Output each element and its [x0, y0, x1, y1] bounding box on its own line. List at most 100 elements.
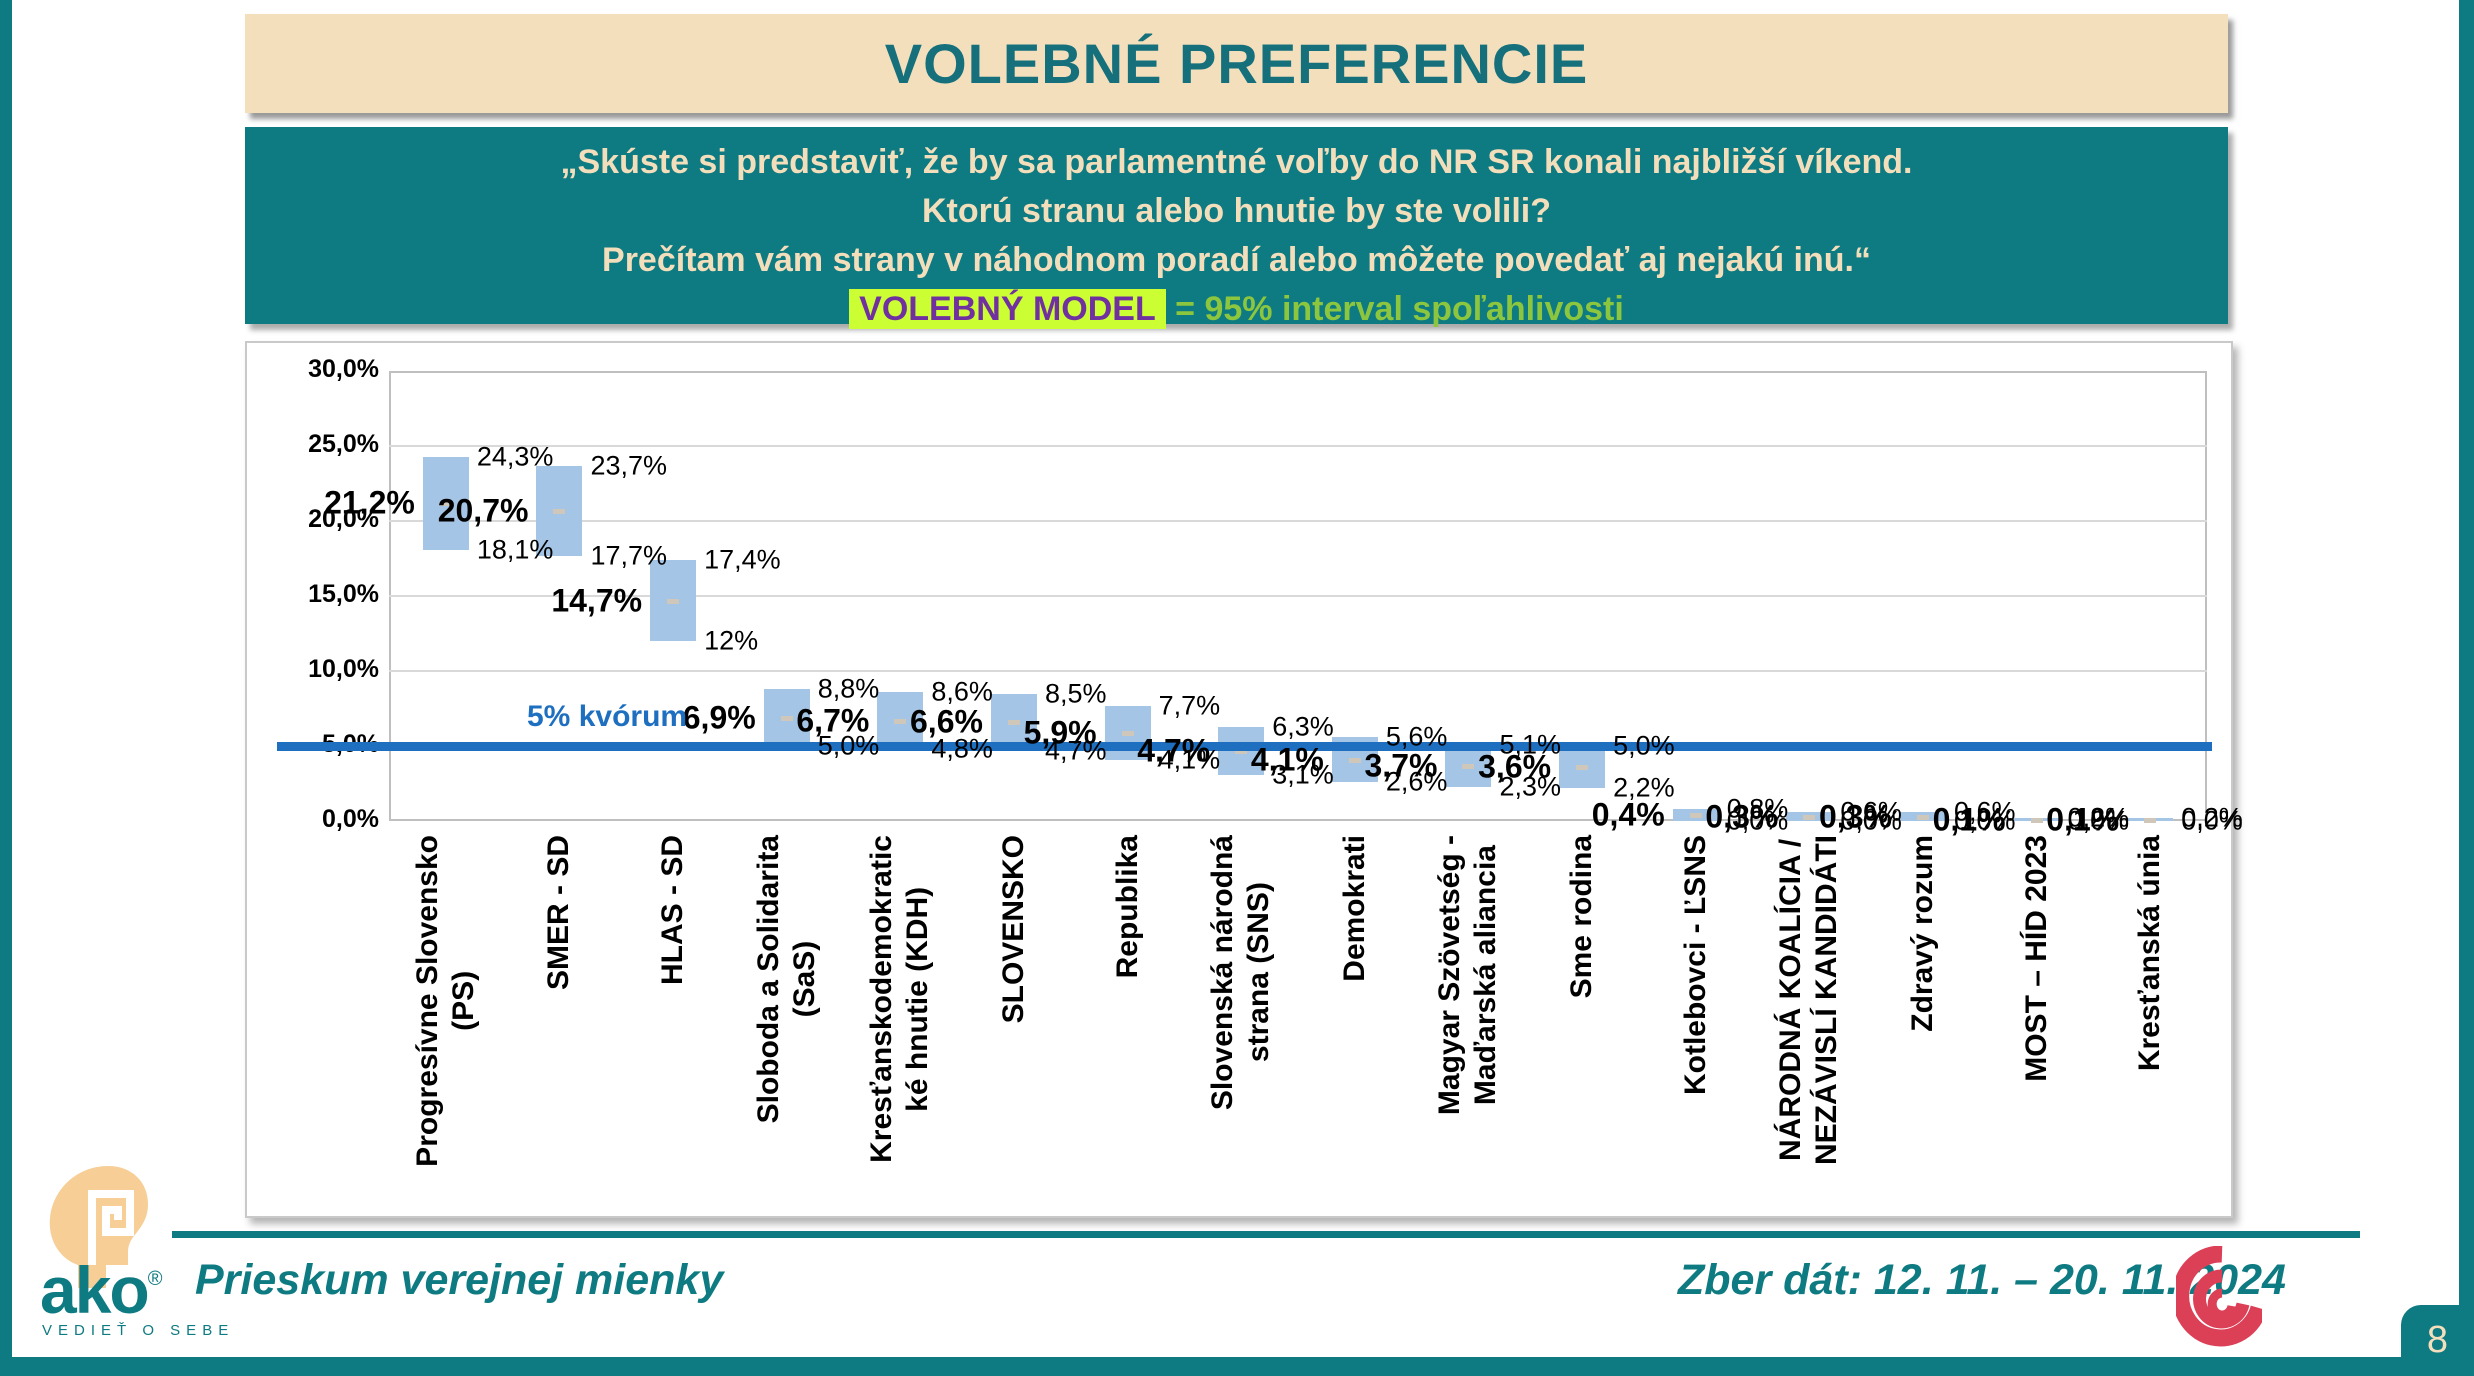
chart-panel: 0,0% 5,0% 10,0% 15,0% 20,0% 25,0% 30,0% 21,2% 24…	[245, 341, 2243, 1218]
value-label-low: 5,0%	[817, 730, 880, 761]
value-label-mid: 3,7%	[1364, 747, 1438, 783]
gridline	[389, 445, 2207, 447]
value-label-low: 0,0%	[2067, 805, 2130, 836]
value-label-high: 8,8%	[817, 673, 880, 704]
x-axis-party-label: Kotlebovci - ĽSNS	[1678, 835, 1712, 1096]
quorum-label: 5% kvórum	[527, 700, 688, 733]
x-axis-party-label: Zdravý rozum	[1905, 835, 1939, 1032]
value-label-high: 0,8%	[1726, 793, 1789, 824]
left-border-stripe	[0, 0, 12, 1376]
x-axis-party-label: Progresívne Slovensko (PS)	[410, 835, 480, 1167]
ci-bar-midpoint-marker	[1235, 748, 1248, 754]
survey-type-label: Prieskum verejnej mienky	[195, 1256, 724, 1304]
ci-bar-midpoint-marker	[894, 718, 907, 724]
question-line-2: Ktorú stranu alebo hnutie by ste volili?	[921, 192, 1552, 230]
value-label-high: 24,3%	[476, 441, 554, 471]
value-label-mid: 6,9%	[682, 699, 756, 735]
value-label-mid: 0,3%	[1705, 798, 1779, 834]
value-label-low: 4,7%	[1044, 735, 1107, 765]
footer-divider	[172, 1231, 2360, 1238]
gridline	[389, 595, 2207, 597]
y-axis-tick-label: 10,0%	[308, 655, 379, 683]
page-number: 8	[2426, 1319, 2449, 1361]
ako-head-logo	[49, 1166, 148, 1288]
value-label-low: 0,0%	[1840, 805, 1902, 836]
x-axis-party-label: Demokrati	[1337, 835, 1371, 982]
right-border-stripe	[2459, 0, 2474, 1376]
spiral-logo-icon	[2176, 1246, 2262, 1347]
value-label-low: 0,0%	[1953, 805, 2016, 836]
value-label-high: 5,6%	[1385, 721, 1448, 752]
ci-bar-midpoint-marker	[1007, 720, 1020, 725]
ci-bar-midpoint-marker	[2144, 817, 2157, 823]
page-title: VOLEBNÉ PREFERENCIE	[884, 32, 1589, 95]
bottom-border-stripe	[0, 1357, 2474, 1376]
x-axis-party-label: HLAS - SD	[656, 835, 690, 985]
value-label-low: 18,1%	[476, 534, 554, 564]
value-label-low: 2,6%	[1385, 766, 1448, 797]
y-axis-tick-label: 25,0%	[308, 430, 379, 458]
value-label-mid: 0,1%	[1932, 801, 2006, 837]
title-bar: VOLEBNÉ PREFERENCIE	[245, 14, 2228, 113]
confidence-interval-note: = 95% interval spoľahlivosti	[1175, 290, 1624, 328]
gridline	[389, 520, 2207, 522]
volebny-model-highlight: VOLEBNÝ MODEL	[849, 289, 1166, 329]
question-line-1: „Skúste si predstaviť, že by sa parlamen…	[560, 143, 1913, 181]
value-label-low: 2,3%	[1499, 771, 1561, 801]
ako-logo-tagline: VEDIEŤ O SEBE	[42, 1322, 235, 1339]
ci-bar-midpoint-marker	[1803, 814, 1816, 820]
value-label-mid: 6,7%	[796, 702, 870, 738]
value-label-low: 2,2%	[1613, 772, 1675, 803]
ci-bar-midpoint-marker	[1916, 814, 1929, 820]
ci-bar-midpoint-marker	[439, 501, 452, 506]
question-line-4: VOLEBNÝ MODEL = 95% interval spoľahlivos…	[245, 285, 2228, 334]
x-axis-party-label: SLOVENSKO	[996, 835, 1030, 1024]
ako-logo-word: ako®	[40, 1253, 163, 1327]
value-label-low: 17,7%	[590, 540, 667, 570]
value-label-high: 0,2%	[2067, 802, 2130, 833]
x-axis-party-label: Sme rodina	[1565, 835, 1599, 999]
x-axis-party-label: Magyar Szövetség - Maďarská aliancia	[1433, 835, 1503, 1116]
value-label-mid: 0,4%	[1591, 796, 1665, 833]
ci-bar-midpoint-marker	[1121, 730, 1134, 736]
value-label-mid: 4,7%	[1137, 732, 1211, 768]
question-line-3: Prečítam vám strany v náhodnom poradí al…	[602, 241, 1871, 279]
x-axis-party-label: Kresťanskodemokratic ké hnutie (KDH)	[865, 835, 935, 1163]
y-axis-tick-label: 30,0%	[308, 355, 379, 383]
value-label-low: 12%	[704, 625, 759, 656]
value-label-high: 6,3%	[1272, 711, 1334, 741]
registered-mark: ®	[147, 1268, 163, 1290]
ci-bar-midpoint-marker	[2030, 817, 2043, 823]
x-axis-party-label: Republika	[1110, 835, 1144, 979]
value-label-mid: 20,7%	[437, 492, 529, 528]
value-label-high: 23,7%	[590, 450, 667, 480]
y-axis-tick-label: 0,0%	[322, 805, 379, 833]
y-axis-tick-label: 20,0%	[308, 505, 379, 533]
value-label-high: 17,4%	[704, 544, 781, 575]
ci-bar-midpoint-marker	[1576, 765, 1589, 770]
value-label-high: 0,6%	[1953, 796, 2016, 827]
x-axis-party-label: NÁRODNÁ KOALÍCIA / NEZÁVISLÍ KANDIDÁTI	[1774, 835, 1844, 1165]
ci-bar-midpoint-marker	[1689, 813, 1702, 818]
value-label-mid: 6,6%	[910, 703, 983, 740]
gridline	[389, 670, 2207, 672]
value-label-mid: 14,7%	[551, 582, 643, 618]
x-axis-party-label: SMER - SD	[542, 835, 576, 991]
value-label-low: 4,1%	[1158, 744, 1221, 774]
ci-bar-midpoint-marker	[1348, 757, 1361, 763]
value-label-mid: 4,1%	[1250, 741, 1324, 777]
value-label-high: 8,5%	[1044, 678, 1107, 708]
value-label-mid: 3,6%	[1478, 748, 1552, 785]
x-axis-party-label: Slovenská národná strana (SNS)	[1206, 835, 1276, 1111]
value-label-high: 5,0%	[1613, 730, 1675, 761]
value-label-low: 0,0%	[2181, 805, 2243, 836]
value-label-mid: 0,1%	[2046, 801, 2120, 837]
quorum-line	[277, 742, 2212, 751]
value-label-mid: 5,9%	[1023, 714, 1097, 750]
ci-bar-midpoint-marker	[667, 598, 680, 604]
maze-glyph	[88, 1190, 134, 1265]
value-label-mid: 0,3%	[1819, 798, 1892, 834]
ci-bar-midpoint-marker	[553, 508, 566, 514]
value-label-high: 0,6%	[1840, 796, 1902, 827]
x-axis-party-label: MOST – HÍD 2023	[2019, 835, 2053, 1082]
